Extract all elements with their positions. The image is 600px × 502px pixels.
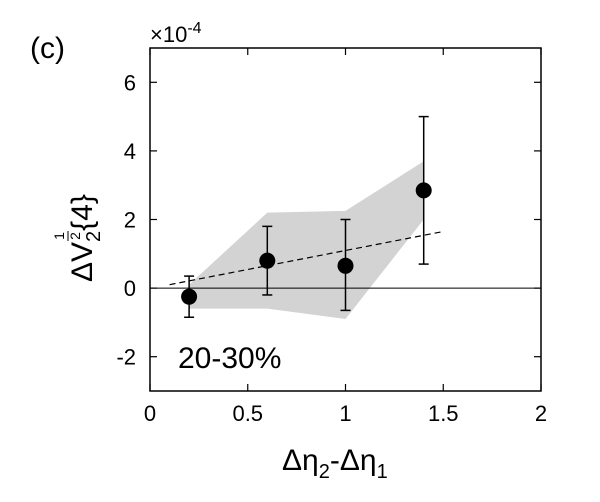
svg-text:Δη2-Δη1: Δη2-Δη1 [282, 444, 388, 483]
y-tick-label: -2 [116, 345, 136, 370]
x-axis-title: Δη2-Δη1 [282, 444, 388, 483]
x-title-mid: -Δη [330, 444, 377, 477]
y-tick-label: 0 [124, 276, 136, 301]
y-title-prefix: ΔV [66, 242, 99, 282]
tick-layer: 0 0.5 1 1.5 2 -2 0 2 4 6 [116, 48, 547, 426]
band-layer [189, 161, 424, 319]
y-title-sup-den: 2 [67, 232, 83, 240]
fit-line-layer [169, 230, 444, 286]
x-title-prefix: Δη [282, 444, 319, 477]
x-tick-label: 0 [144, 401, 156, 426]
x-tick-label: 1.5 [428, 401, 459, 426]
y-tick-label: 2 [124, 208, 136, 233]
data-point [337, 257, 354, 274]
data-point [181, 288, 198, 305]
y-title-sub: 2 [83, 231, 105, 242]
y-axis-title: ΔV2{4} 1 2 [51, 194, 105, 282]
x-tick-label: 0.5 [232, 401, 263, 426]
y-tick-label: 4 [124, 139, 136, 164]
svg-text:ΔV2{4}: ΔV2{4} [66, 194, 105, 282]
x-tick-label: 2 [535, 401, 547, 426]
fit-line [169, 230, 444, 286]
uncertainty-band [189, 161, 424, 319]
y-title-suffix: {4} [66, 194, 99, 231]
point-layer [181, 182, 432, 305]
panel-label: (c) [30, 32, 65, 65]
x-tick-label: 1 [339, 401, 351, 426]
data-point [259, 252, 276, 269]
y-multiplier: ×10-4 [150, 20, 202, 47]
y-title-sup-num: 1 [51, 232, 67, 240]
centrality-annotation: 20-30% [178, 342, 281, 375]
y-tick-label: 6 [124, 70, 136, 95]
x-title-sub2: 1 [377, 461, 388, 483]
x-title-sub1: 2 [319, 461, 330, 483]
data-point [415, 182, 432, 199]
